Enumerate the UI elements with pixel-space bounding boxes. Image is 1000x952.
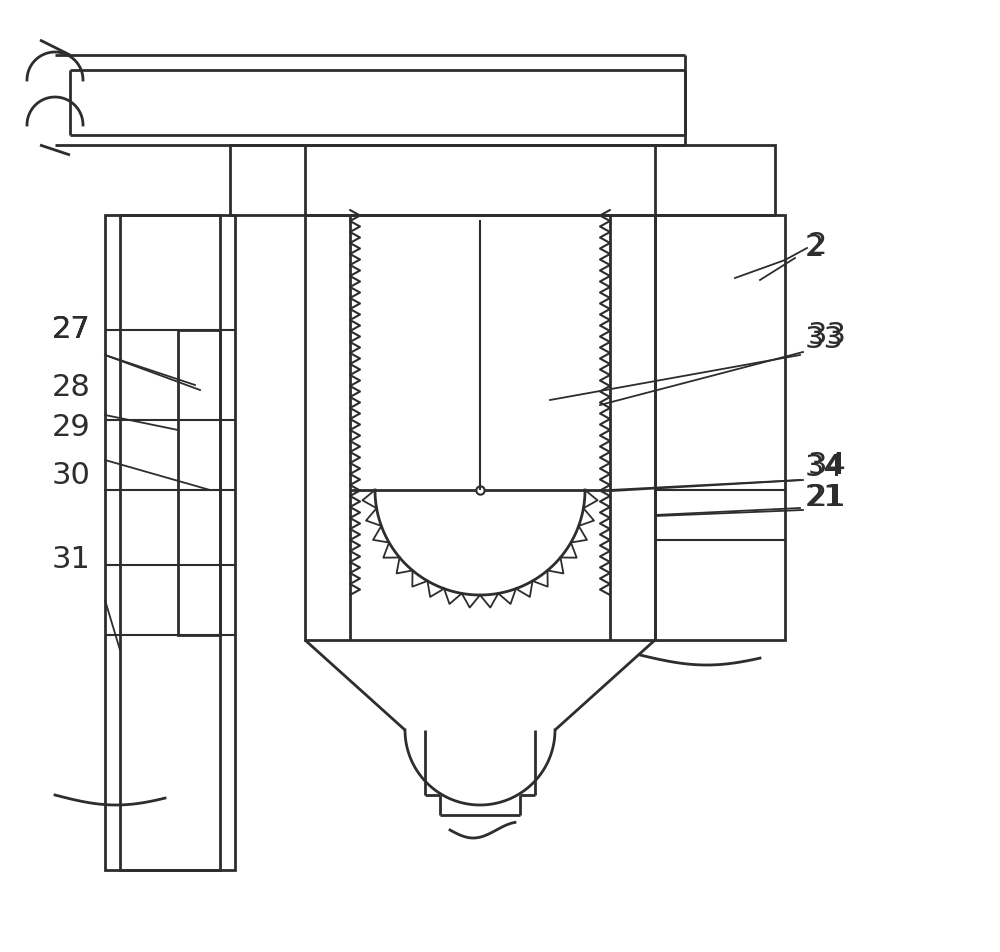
Text: 21: 21 bbox=[805, 484, 844, 512]
Text: 27: 27 bbox=[52, 315, 91, 345]
Text: 2: 2 bbox=[808, 230, 827, 260]
Text: 21: 21 bbox=[808, 484, 847, 512]
Bar bbox=[655, 215, 785, 640]
Bar bbox=[178, 330, 220, 635]
Text: 30: 30 bbox=[52, 461, 91, 489]
Bar bbox=[305, 215, 655, 640]
Text: 29: 29 bbox=[52, 413, 91, 443]
Text: 34: 34 bbox=[808, 451, 847, 481]
Text: 27: 27 bbox=[52, 315, 91, 345]
Text: 28: 28 bbox=[52, 373, 91, 403]
Bar bbox=[120, 215, 220, 870]
Bar bbox=[105, 215, 235, 870]
Bar bbox=[230, 145, 775, 215]
Text: 33: 33 bbox=[805, 326, 844, 354]
Text: 27: 27 bbox=[52, 315, 91, 345]
Text: 2: 2 bbox=[805, 233, 824, 263]
Text: 31: 31 bbox=[52, 545, 91, 574]
Text: 34: 34 bbox=[805, 453, 844, 483]
Text: 33: 33 bbox=[808, 322, 847, 350]
